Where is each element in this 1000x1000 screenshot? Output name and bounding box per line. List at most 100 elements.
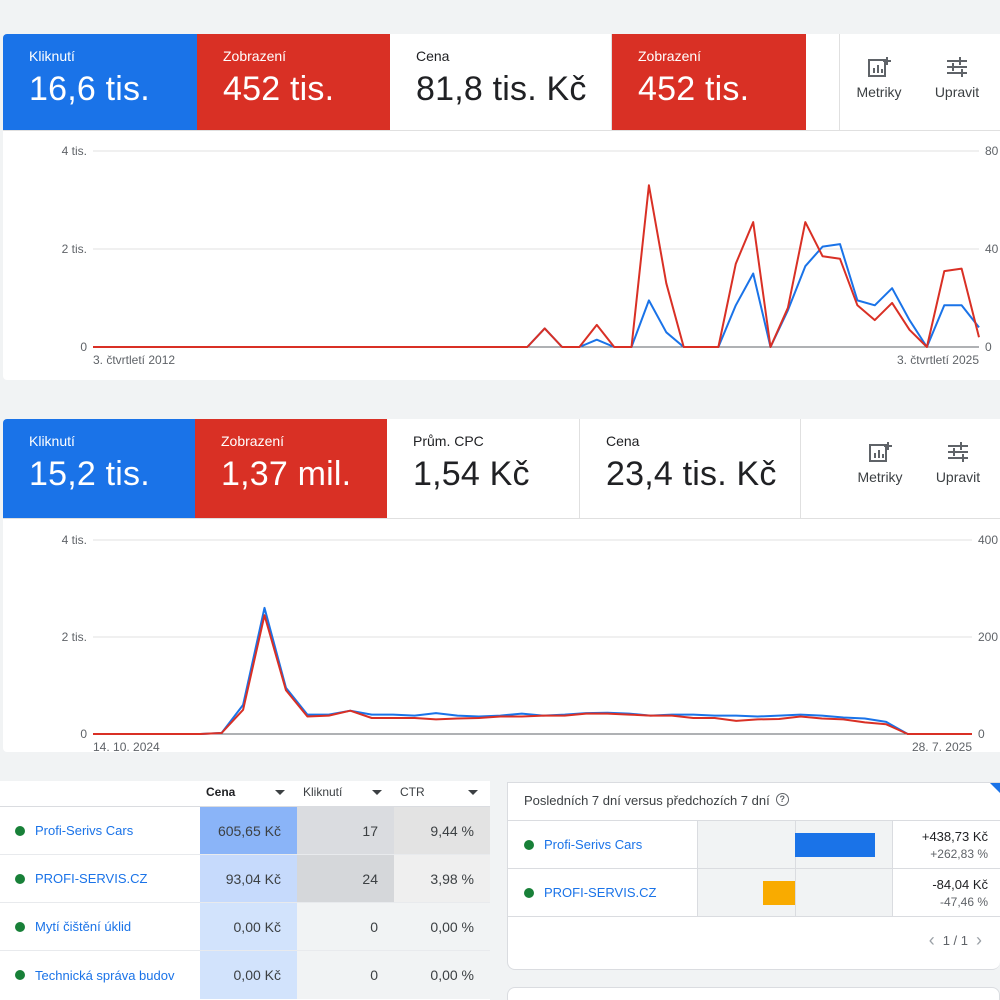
delta-values: -84,04 Kč -47,46 % — [893, 869, 1000, 916]
header-cost-label: Cena — [206, 785, 236, 799]
delta-bar — [795, 833, 875, 857]
edit-label: Upravit — [935, 469, 981, 485]
campaign-link[interactable]: PROFI-SERVIS.CZ — [508, 869, 697, 916]
scorecard-label: Zobrazení — [223, 48, 287, 64]
scorecard-value: 1,37 mil. — [221, 455, 352, 493]
scorecard-label: Cena — [416, 48, 450, 64]
sort-arrow-icon — [468, 790, 478, 795]
delta-percent: -47,46 % — [939, 895, 988, 909]
delta-amount: -84,04 Kč — [932, 877, 988, 892]
scorecard-label: Cena — [606, 433, 640, 449]
clicks-cell: 0 — [297, 951, 394, 999]
scorecard-label: Prům. CPC — [413, 433, 484, 449]
scorecard-avg-cpc[interactable]: Prům. CPC 1,54 Kč — [387, 419, 580, 518]
toolbar-2: Metriky Upravit — [841, 419, 997, 518]
y-tick-left: 0 — [80, 340, 87, 354]
help-icon[interactable]: ? — [775, 793, 789, 806]
clicks-cell: 24 — [297, 855, 394, 902]
scorecard-clicks[interactable]: Kliknutí 15,2 tis. — [3, 419, 195, 518]
delta-bar — [763, 881, 795, 905]
table-row: Profi-Serivs Cars 605,65 Kč 17 9,44 % — [0, 807, 490, 855]
delta-amount: +438,73 Kč — [921, 829, 988, 844]
campaign-link[interactable]: Mytí čištění úklid — [0, 903, 200, 950]
campaign-table: Cena Kliknutí CTR Profi-Serivs Cars 605,… — [0, 781, 490, 1000]
prev-page-icon[interactable]: ‹ — [928, 930, 935, 950]
scorecard-impressions[interactable]: Zobrazení 1,37 mil. — [195, 419, 387, 518]
comparison-card: Posledních 7 dní versus předchozích 7 dn… — [507, 782, 1000, 970]
sort-arrow-icon — [275, 790, 285, 795]
metrics-button[interactable]: Metriky — [841, 419, 919, 518]
scorecard-impressions-2[interactable]: Zobrazení 452 tis. — [612, 34, 806, 130]
y-tick-left: 2 tis. — [62, 242, 87, 256]
clicks-cell: 0 — [297, 903, 394, 950]
performance-panel-1: Kliknutí 16,6 tis. Zobrazení 452 tis. Ce… — [3, 34, 1000, 380]
scorecard-value: 81,8 tis. Kč — [416, 70, 587, 108]
metrics-button[interactable]: Metriky — [840, 34, 918, 130]
status-dot-icon — [15, 825, 25, 836]
y-tick-right: 40 — [985, 242, 999, 256]
next-page-icon[interactable]: › — [976, 930, 982, 950]
campaign-name: Mytí čištění úklid — [35, 919, 132, 934]
edit-button[interactable]: Upravit — [919, 419, 997, 518]
scorecard-value: 1,54 Kč — [413, 455, 530, 493]
campaign-name: Profi-Serivs Cars — [35, 823, 134, 838]
edit-label: Upravit — [934, 84, 980, 100]
scorecard-label: Kliknutí — [29, 433, 75, 449]
campaign-link[interactable]: Profi-Serivs Cars — [508, 821, 697, 868]
campaign-name: PROFI-SERVIS.CZ — [35, 871, 148, 886]
campaign-name: PROFI-SERVIS.CZ — [544, 885, 657, 900]
pagination: ‹ 1 / 1 › — [929, 930, 982, 951]
comparison-title: Posledních 7 dní versus předchozích 7 dn… — [508, 783, 1000, 821]
add-chart-icon — [869, 442, 892, 462]
ctr-cell: 9,44 % — [394, 807, 490, 854]
performance-panel-2: Kliknutí 15,2 tis. Zobrazení 1,37 mil. P… — [3, 419, 1000, 752]
scorecard-cost[interactable]: Cena 81,8 tis. Kč — [390, 34, 612, 130]
header-clicks[interactable]: Kliknutí — [297, 781, 394, 806]
status-dot-icon — [524, 887, 534, 898]
ctr-cell: 3,98 % — [394, 855, 490, 902]
comparison-row: Profi-Serivs Cars +438,73 Kč +262,83 % — [508, 821, 1000, 869]
series-line-kliknutí — [93, 606, 972, 735]
header-ctr[interactable]: CTR — [394, 781, 490, 806]
cost-cell: 0,00 Kč — [200, 903, 297, 950]
edit-button[interactable]: Upravit — [918, 34, 996, 130]
campaign-link[interactable]: Profi-Serivs Cars — [0, 807, 200, 854]
cost-cell: 605,65 Kč — [200, 807, 297, 854]
scorecard-clicks[interactable]: Kliknutí 16,6 tis. — [3, 34, 197, 130]
clicks-cell: 17 — [297, 807, 394, 854]
campaign-name: Profi-Serivs Cars — [544, 837, 643, 852]
status-dot-icon — [15, 873, 25, 884]
x-label-end: 28. 7. 2025 — [912, 740, 972, 752]
campaign-name: Technická správa budov — [35, 967, 175, 983]
add-chart-icon — [868, 57, 891, 77]
x-label-end: 3. čtvrtletí 2025 — [897, 353, 979, 367]
header-cost[interactable]: Cena — [200, 781, 297, 806]
y-tick-right: 400 — [978, 533, 998, 547]
scorecard-value: 16,6 tis. — [29, 70, 150, 108]
scorecard-label: Zobrazení — [221, 433, 285, 449]
y-tick-left: 4 tis. — [62, 144, 87, 158]
next-card — [507, 987, 1000, 1000]
x-label-start: 3. čtvrtletí 2012 — [93, 353, 175, 367]
scorecard-label: Zobrazení — [638, 48, 702, 64]
campaign-link[interactable]: PROFI-SERVIS.CZ — [0, 855, 200, 902]
scorecard-value: 23,4 tis. Kč — [606, 455, 777, 493]
ctr-cell: 0,00 % — [394, 903, 490, 950]
cost-cell: 0,00 Kč — [200, 951, 297, 999]
campaign-link[interactable]: Technická správa budov — [0, 951, 200, 999]
y-tick-left: 0 — [80, 727, 87, 741]
header-ctr-label: CTR — [400, 785, 425, 799]
scorecard-value: 15,2 tis. — [29, 455, 150, 493]
scorecard-cost[interactable]: Cena 23,4 tis. Kč — [580, 419, 801, 518]
scorecard-label: Kliknutí — [29, 48, 75, 64]
series-line-zobrazení — [93, 614, 972, 735]
ctr-cell: 0,00 % — [394, 951, 490, 999]
series-line-kliknutí — [93, 243, 980, 348]
status-dot-icon — [15, 921, 25, 932]
scorecard-impressions[interactable]: Zobrazení 452 tis. — [197, 34, 390, 130]
scorecard-value: 452 tis. — [638, 70, 750, 108]
metrics-label: Metriky — [856, 84, 902, 100]
y-tick-right: 200 — [978, 630, 998, 644]
y-tick-right: 0 — [985, 340, 992, 354]
comparison-title-text: Posledních 7 dní versus předchozích 7 dn… — [524, 793, 770, 808]
